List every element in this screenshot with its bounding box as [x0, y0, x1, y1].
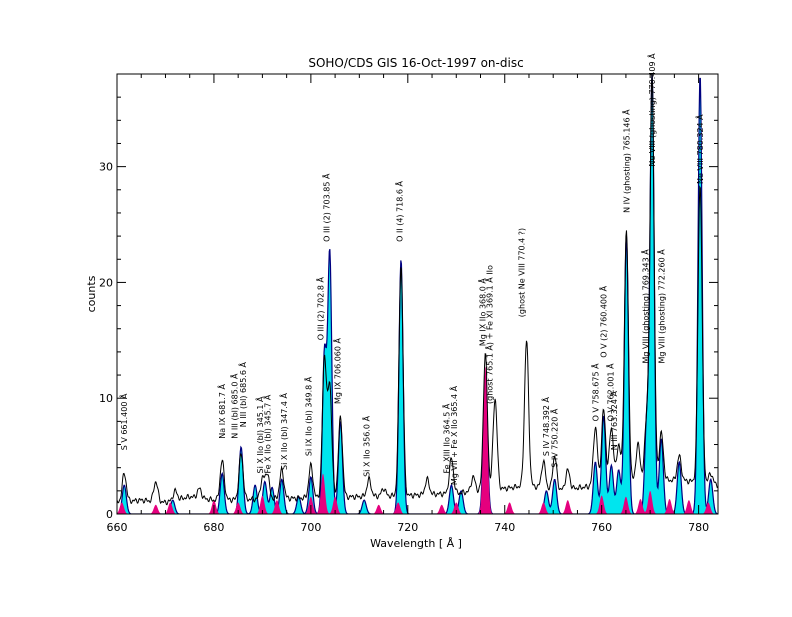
line-annotation: Si IX IIo (bl) 349.8 Å — [302, 376, 313, 456]
x-tick-label: 660 — [107, 521, 128, 534]
line-annotation: O V 758.675 Å — [589, 363, 600, 421]
line-annotation: (ghost Ne VIII 770.4 ?) — [518, 228, 527, 317]
x-tick-label: 720 — [397, 521, 418, 534]
y-tick-label: 30 — [99, 161, 113, 174]
line-annotation: Mg IX 706.060 Å — [332, 337, 343, 404]
line-annotation: Si X IIo 356.0 Å — [361, 415, 372, 476]
chart-title: SOHO/CDS GIS 16-Oct-1997 on-disc — [308, 56, 523, 70]
line-annotation: Na IX 681.7 Å — [216, 383, 227, 438]
y-tick-label: 10 — [99, 392, 113, 405]
plot-frame — [116, 73, 719, 515]
line-annotation: Fe XIII IIo 364.5 Å — [441, 403, 452, 473]
x-tick-label: 780 — [688, 521, 709, 534]
line-annotation: Fe X IIo (bl) 345.7 Å — [261, 394, 272, 473]
line-annotation: Mg VII + Fe X IIo 365.4 Å — [448, 385, 459, 485]
x-tick-label: 740 — [494, 521, 515, 534]
plot-area: 660 680 700 720 740 760 780 0 10 20 30 S V 661.400 … — [99, 53, 719, 534]
line-annotation: O III (2) 703.85 Å — [320, 173, 331, 242]
x-axis-label: Wavelength [ Å ] — [370, 537, 462, 550]
line-annotation: N IV (ghosting) 765.146 Å — [620, 109, 631, 213]
x-tick-label: 760 — [591, 521, 612, 534]
line-annotation: O V (2) 760.400 Å — [598, 285, 609, 357]
line-annotation: (ghost 765.1 Å) + Fe XI 369.1 Å IIo — [484, 265, 495, 404]
line-annotation: Mg IX IIo 368.0 Å — [476, 278, 487, 347]
line-annotation: O III (2) 702.8 Å — [315, 277, 326, 341]
line-annotation: S IV 750.220 Å — [549, 408, 560, 468]
y-axis-label: counts — [85, 275, 98, 312]
x-tick-label: 680 — [203, 521, 224, 534]
line-annotation: S V 661.400 Å — [118, 393, 129, 450]
line-annotation: Mg VIII (ghosting) 769.343 Å — [639, 249, 650, 364]
line-annotation: S IV 748.392 Å — [540, 396, 551, 456]
line-annotation: Ne VIII (ghosting) 770.409 Å — [646, 53, 657, 167]
plot-series-group — [117, 74, 718, 514]
y-tick-label: 20 — [99, 276, 113, 289]
line-annotation: O V 762.001 Å — [604, 363, 615, 421]
line-annotation: Si X IIo (bl) 347.4 Å — [278, 392, 289, 470]
line-annotation: Ne VIII 780.324 Å — [694, 114, 705, 184]
line-annotation: O II (4) 718.6 Å — [394, 180, 405, 241]
y-tick-label: 0 — [106, 508, 113, 521]
line-annotation: Mg VIII (ghosting) 772.260 Å — [655, 249, 666, 364]
x-tick-label: 700 — [300, 521, 321, 534]
line-annotation: Si X IIo (bl) 345.1 Å — [254, 396, 265, 474]
line-annotation: N III 763.324 Å — [608, 391, 619, 451]
line-annotation: N III (bl) 685.0 Å — [228, 373, 239, 439]
observed-spectrum-line — [117, 74, 718, 506]
line-annotation: N III (bl) 685.6 Å — [237, 362, 248, 428]
